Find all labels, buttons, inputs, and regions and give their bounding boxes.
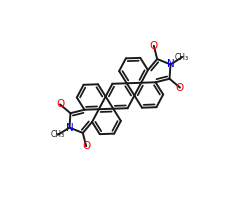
Text: N: N	[167, 59, 174, 69]
Text: N: N	[66, 123, 73, 133]
Text: CH₃: CH₃	[51, 130, 65, 139]
Text: O: O	[176, 83, 184, 93]
Text: O: O	[150, 41, 158, 51]
Text: O: O	[56, 99, 64, 109]
Text: CH₃: CH₃	[175, 53, 189, 62]
Text: O: O	[82, 141, 90, 151]
